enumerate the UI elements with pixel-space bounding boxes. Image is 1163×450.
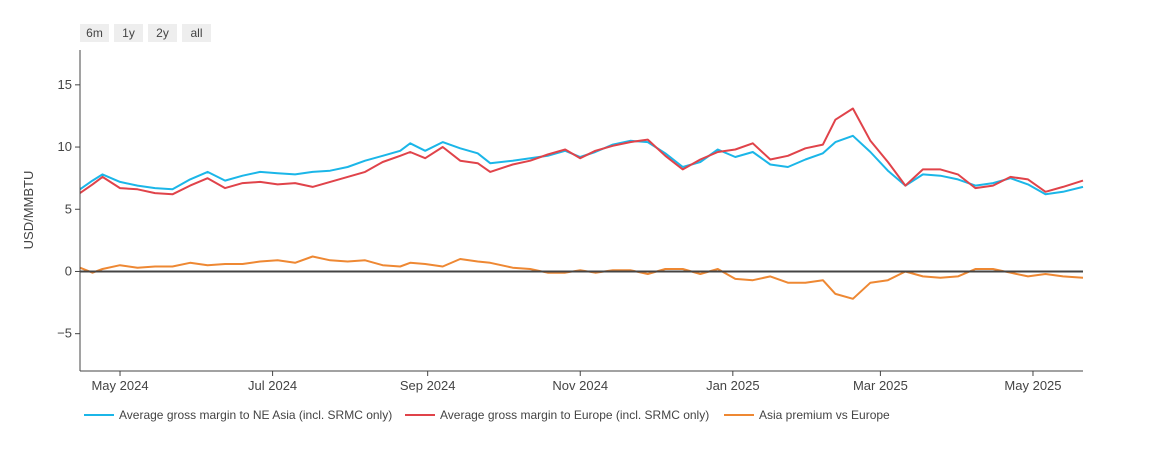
legend-label-europe: Average gross margin to Europe (incl. SR… xyxy=(440,408,710,422)
legend-item-ne-asia[interactable]: Average gross margin to NE Asia (incl. S… xyxy=(84,408,392,422)
line-chart: −5 0 5 10 15 May 2024 Jul 2024 Sep 2024 Nov 2024… xyxy=(21,50,1084,393)
legend-item-europe[interactable]: Average gross margin to Europe (incl. SR… xyxy=(405,408,709,422)
series-layer xyxy=(79,107,1084,300)
y-tick-label: 5 xyxy=(65,201,72,216)
x-tick-label: Mar 2025 xyxy=(853,378,908,393)
series-line-asia-premium[interactable] xyxy=(79,255,1084,300)
legend-swatch-asia-premium xyxy=(724,414,754,416)
y-tick-label: 15 xyxy=(58,77,72,92)
x-tick-label: Nov 2024 xyxy=(552,378,608,393)
range-selector: 6m 1y 2y all xyxy=(80,24,211,42)
legend-swatch-europe xyxy=(405,414,435,416)
range-button-all[interactable]: all xyxy=(182,24,211,42)
series-line-europe[interactable] xyxy=(79,107,1084,196)
legend-swatch-ne-asia xyxy=(84,414,114,416)
y-tick-label: −5 xyxy=(57,326,72,341)
x-tick-label: Jul 2024 xyxy=(248,378,297,393)
x-tick-label: Sep 2024 xyxy=(400,378,456,393)
legend-item-asia-premium[interactable]: Asia premium vs Europe xyxy=(724,408,890,422)
legend-label-ne-asia: Average gross margin to NE Asia (incl. S… xyxy=(119,408,393,422)
axis-layer: −5 0 5 10 15 May 2024 Jul 2024 Sep 2024 Nov 2024… xyxy=(57,50,1083,393)
range-button-6m[interactable]: 6m xyxy=(80,24,109,42)
x-tick-label: May 2024 xyxy=(91,378,148,393)
legend: Average gross margin to NE Asia (incl. S… xyxy=(84,408,904,426)
x-tick-label: Jan 2025 xyxy=(706,378,760,393)
y-axis-title: USD/MMBTU xyxy=(21,171,36,250)
range-button-1y[interactable]: 1y xyxy=(114,24,143,42)
y-tick-label: 10 xyxy=(58,139,72,154)
series-line-ne-asia[interactable] xyxy=(79,134,1084,196)
range-button-2y[interactable]: 2y xyxy=(148,24,177,42)
legend-label-asia-premium: Asia premium vs Europe xyxy=(759,408,890,422)
x-tick-label: May 2025 xyxy=(1004,378,1061,393)
y-tick-label: 0 xyxy=(65,263,72,278)
